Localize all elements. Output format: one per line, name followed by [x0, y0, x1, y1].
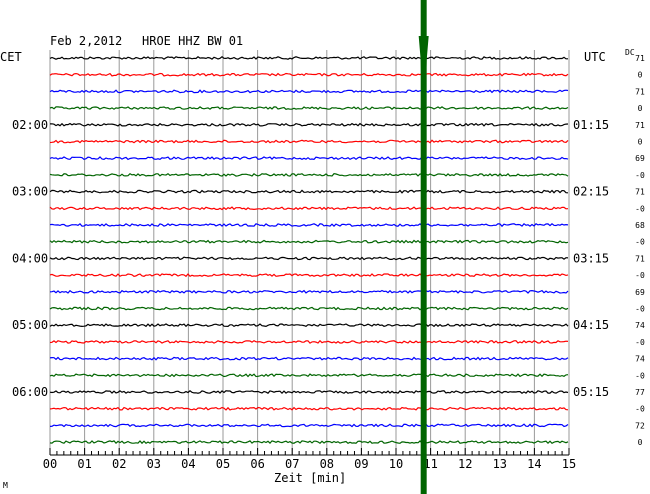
dc-value: 74 — [635, 355, 645, 364]
seismic-trace — [49, 89, 569, 94]
dc-value: 0 — [638, 104, 643, 113]
dc-value: 71 — [635, 87, 645, 96]
utc-hour-label: 02:15 — [573, 185, 609, 199]
chart-grid — [49, 50, 570, 455]
utc-hour-label: 05:15 — [573, 385, 609, 399]
seismic-trace — [49, 306, 569, 311]
seismic-trace — [49, 72, 569, 77]
event-bar — [420, 0, 427, 494]
seismic-trace — [49, 56, 568, 60]
dc-value: -0 — [635, 305, 645, 314]
seismic-trace — [49, 189, 569, 194]
seismic-trace — [49, 423, 569, 428]
x-tick-label: 14 — [527, 457, 541, 471]
dc-value: 0 — [638, 138, 643, 147]
cet-hour-label: 04:00 — [12, 251, 48, 265]
offset-label: DC — [625, 48, 635, 57]
seismic-trace — [49, 122, 569, 127]
seismic-trace — [49, 106, 569, 111]
x-tick-label: 07 — [285, 457, 299, 471]
x-tick-label: 11 — [423, 457, 437, 471]
dc-value: -0 — [635, 171, 645, 180]
x-axis-label: Zeit [min] — [274, 471, 346, 485]
seismic-trace — [49, 406, 569, 411]
dc-value: -0 — [635, 338, 645, 347]
dc-value: 72 — [635, 421, 645, 430]
x-tick-label: 13 — [493, 457, 507, 471]
x-tick-label: 03 — [147, 457, 161, 471]
utc-hour-label: 03:15 — [573, 251, 609, 265]
seismic-trace — [49, 256, 569, 261]
dc-value: 74 — [635, 321, 645, 330]
cet-hour-label: 06:00 — [12, 385, 48, 399]
trace-lines — [49, 56, 569, 445]
cet-hour-label: 03:00 — [12, 185, 48, 199]
hour-labels: 02:00 01:15 03:00 02:15 04:00 03:15 05:00 04:15… — [12, 118, 609, 399]
dc-values: 71 0 71 0 71 0 69 -0 71 -0 68 -0 71 -0 69 -0 74 -0 74 -0 77 -… — [635, 54, 645, 447]
dc-value: 69 — [635, 154, 645, 163]
seismic-trace — [49, 339, 569, 344]
dc-value: 71 — [635, 54, 645, 63]
x-tick-label: 04 — [181, 457, 195, 471]
utc-hour-label: 04:15 — [573, 318, 609, 332]
x-tick-label: 02 — [112, 457, 126, 471]
cet-hour-label: 02:00 — [12, 118, 48, 132]
dc-value: 0 — [638, 438, 643, 447]
dc-value: -0 — [635, 405, 645, 414]
seismic-trace — [49, 390, 569, 395]
x-tick-label: 06 — [250, 457, 264, 471]
seismic-trace — [49, 139, 569, 144]
seismic-trace — [49, 206, 569, 211]
seismic-trace — [49, 440, 569, 445]
dc-value: 77 — [635, 388, 645, 397]
seismic-trace — [49, 289, 569, 294]
x-tick-label: 08 — [320, 457, 334, 471]
x-tick-label: 10 — [389, 457, 403, 471]
dc-value: 71 — [635, 121, 645, 130]
seismic-trace — [49, 239, 569, 244]
footer-mark: M — [3, 481, 8, 490]
right-axis-label: UTC — [584, 50, 606, 64]
chart-station: HROE HHZ BW 01 — [142, 34, 243, 48]
event-burst — [418, 36, 429, 125]
dc-value: -0 — [635, 238, 645, 247]
x-tick-label: 15 — [562, 457, 576, 471]
seismic-trace — [49, 156, 569, 161]
seismic-trace — [49, 356, 569, 361]
dc-value: -0 — [635, 271, 645, 280]
seismic-trace — [49, 323, 569, 328]
seismic-trace — [49, 222, 569, 228]
left-axis-label: CET — [0, 50, 22, 64]
seismic-trace — [49, 373, 569, 378]
dc-value: 69 — [635, 288, 645, 297]
cet-hour-label: 05:00 — [12, 318, 48, 332]
dc-value: -0 — [635, 371, 645, 380]
dc-value: 68 — [635, 221, 645, 230]
seismic-trace — [49, 172, 569, 177]
seismic-trace — [49, 273, 569, 278]
x-axis: 00 01 02 03 04 05 06 07 08 09 10 11 12 13 14 15 — [43, 448, 576, 471]
utc-hour-label: 01:15 — [573, 118, 609, 132]
dc-value: 71 — [635, 254, 645, 263]
dc-value: 71 — [635, 188, 645, 197]
dc-value: -0 — [635, 204, 645, 213]
x-tick-label: 00 — [43, 457, 57, 471]
x-tick-label: 01 — [77, 457, 91, 471]
event-marker — [418, 0, 429, 494]
dc-value: 0 — [638, 71, 643, 80]
chart-date: Feb 2,2012 — [50, 34, 122, 48]
x-tick-label: 05 — [216, 457, 230, 471]
x-tick-label: 12 — [458, 457, 472, 471]
x-tick-label: 09 — [354, 457, 368, 471]
